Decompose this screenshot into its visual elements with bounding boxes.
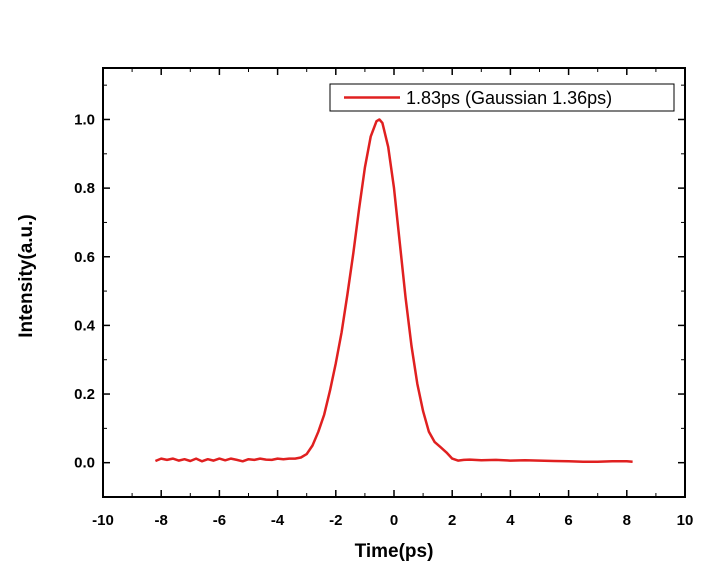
x-tick-label: 10 (677, 512, 694, 529)
y-tick-label: 0.6 (74, 249, 95, 266)
x-tick-label: 2 (448, 512, 456, 529)
x-tick-label: -10 (92, 512, 114, 529)
plot-frame (102, 67, 686, 498)
legend: 1.83ps (Gaussian 1.36ps) (329, 83, 675, 112)
x-tick-label: 8 (623, 512, 631, 529)
x-tick-label: 4 (506, 512, 515, 529)
y-tick-labels: 0.0 0.2 0.4 0.6 0.8 1.0 (74, 111, 96, 471)
y-tick-label: 0.2 (74, 386, 95, 403)
x-tick-label: 6 (564, 512, 572, 529)
x-tick-labels: -10 -8 -6 -4 -2 0 2 4 6 8 10 (92, 512, 693, 529)
series-line (154, 118, 633, 463)
axis-ticks (102, 68, 686, 498)
y-tick-label: 0.8 (74, 180, 95, 197)
x-tick-label: -2 (329, 512, 342, 529)
x-tick-label: 0 (390, 512, 398, 529)
y-tick-label: 1.0 (74, 111, 95, 128)
y-axis-title: Intensity(a.u.) (16, 214, 37, 338)
x-axis-title: Time(ps) (355, 541, 434, 562)
y-tick-label: 0.4 (74, 317, 96, 334)
x-tick-label: -4 (271, 512, 285, 529)
legend-label: 1.83ps (Gaussian 1.36ps) (406, 88, 612, 108)
x-tick-label: -8 (155, 512, 168, 529)
x-tick-label: -6 (213, 512, 226, 529)
y-tick-label: 0.0 (74, 455, 95, 472)
